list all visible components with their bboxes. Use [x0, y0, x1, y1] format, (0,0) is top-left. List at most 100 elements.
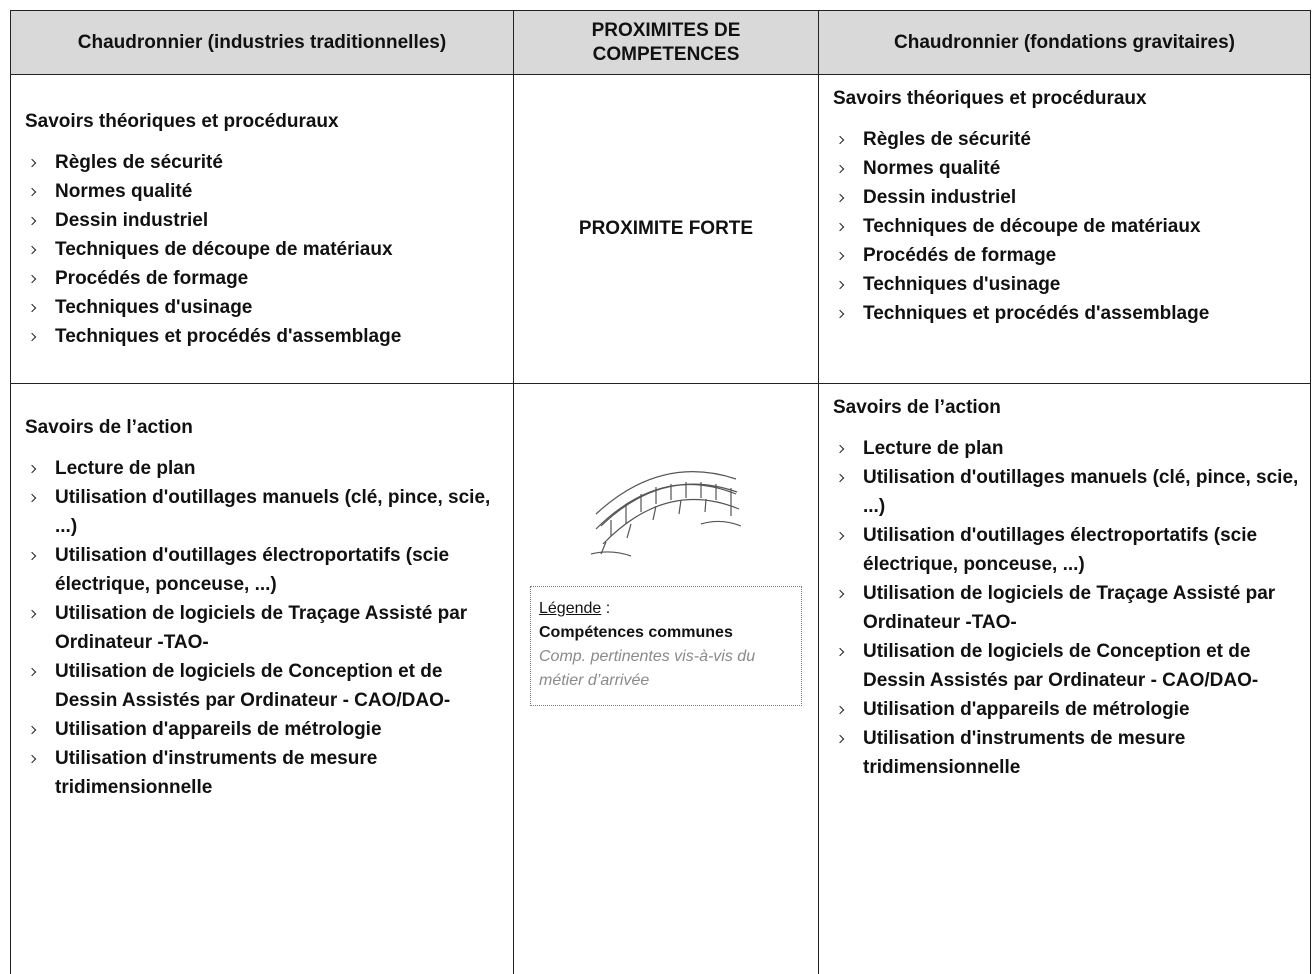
skill-item: Règles de sécurité — [833, 125, 1302, 154]
section-title: Savoirs théoriques et procéduraux — [25, 108, 505, 136]
skill-text: Utilisation d'appareils de métrologie — [863, 699, 1190, 720]
proximity: PROXIMITE FORTE — [579, 218, 753, 239]
bullet — [836, 445, 844, 453]
section-title: Savoirs de l’action — [25, 414, 505, 442]
bullet — [836, 735, 844, 743]
skill-list: Règles de sécurité Normes qualité Dessin i… — [833, 125, 1302, 328]
skill-text: Utilisation d'instruments de mesure trid… — [55, 748, 377, 798]
legend: Légende : Compétences communes Comp. per… — [530, 586, 802, 706]
skill-text: Procédés de formage — [863, 245, 1056, 266]
skill-item: Utilisation d'appareils de métrologie — [833, 695, 1302, 724]
bullet — [836, 648, 844, 656]
skill-text: Règles de sécurité — [863, 129, 1031, 150]
page: Chaudronnier (industries traditionnelles… — [0, 0, 1312, 900]
skill-item: Utilisation de logiciels de Traçage Assi… — [25, 599, 505, 657]
skill-item: Utilisation d'appareils de métrologie — [25, 715, 505, 744]
section-title: Savoirs théoriques et procéduraux — [833, 85, 1302, 113]
bullet — [28, 158, 36, 166]
bullet — [836, 310, 844, 318]
bullet — [836, 165, 844, 173]
bullet — [836, 252, 844, 260]
skill-item: Dessin industriel — [833, 183, 1302, 212]
cell: Savoirs de l’action Lecture de plan Utilis… — [819, 384, 1311, 974]
skill-text: Techniques d'usinage — [55, 297, 252, 318]
skill-item: Techniques et procédés d'assemblage — [25, 322, 505, 351]
bullet — [836, 194, 844, 202]
header-cell: Chaudronnier (fondations gravitaires) — [819, 11, 1311, 75]
skill-item: Techniques de découpe de matériaux — [25, 235, 505, 264]
skill-text: Utilisation de logiciels de Conception e… — [55, 661, 450, 711]
skill-text: Normes qualité — [863, 158, 1000, 179]
skill-text: Règles de sécurité — [55, 152, 223, 173]
bullet — [836, 706, 844, 714]
skill-item: Utilisation d'outillages électroportatif… — [833, 521, 1302, 579]
skill-item: Procédés de formage — [25, 264, 505, 293]
cell: Savoirs de l’action Lecture de plan Utilis… — [11, 384, 514, 974]
comparison-table: Chaudronnier (industries traditionnelles… — [10, 10, 1311, 974]
skill-list: Lecture de plan Utilisation d'outillages … — [25, 454, 505, 802]
skill-text: Lecture de plan — [863, 438, 1003, 459]
bullet — [836, 532, 844, 540]
header-row: Chaudronnier (industries traditionnelles… — [11, 11, 1311, 75]
skill-item: Utilisation d'outillages manuels (clé, p… — [833, 463, 1302, 521]
skill-item: Techniques de découpe de matériaux — [833, 212, 1302, 241]
skill-text: Utilisation de logiciels de Traçage Assi… — [55, 603, 467, 653]
skill-text: Dessin industriel — [55, 210, 208, 231]
bullet — [836, 223, 844, 231]
skill-text: Normes qualité — [55, 181, 192, 202]
bullet — [28, 726, 36, 734]
skill-item: Normes qualité — [25, 177, 505, 206]
skill-item: Utilisation d'outillages manuels (clé, p… — [25, 483, 505, 541]
skill-text: Lecture de plan — [55, 458, 195, 479]
skill-item: Utilisation d'instruments de mesure trid… — [25, 744, 505, 802]
bridge-icon — [591, 454, 741, 564]
header-cell: Chaudronnier (industries traditionnelles… — [11, 11, 514, 75]
skill-item: Procédés de formage — [833, 241, 1302, 270]
row: Savoirs théoriques et procéduraux Règles … — [11, 75, 1311, 384]
bullet — [28, 187, 36, 195]
bullet — [836, 474, 844, 482]
skill-text: Techniques d'usinage — [863, 274, 1060, 295]
bullet — [836, 136, 844, 144]
section-title: Savoirs de l’action — [833, 394, 1302, 422]
bullet — [28, 303, 36, 311]
header-cell: PROXIMITES DE COMPETENCES — [514, 11, 819, 75]
skill-item: Utilisation de logiciels de Conception e… — [833, 637, 1302, 695]
skill-text: Utilisation d'instruments de mesure trid… — [863, 728, 1185, 778]
bullet — [28, 216, 36, 224]
skill-text: Procédés de formage — [55, 268, 248, 289]
skill-text: Utilisation d'outillages manuels (clé, p… — [863, 467, 1298, 517]
legend-colon: : — [606, 600, 610, 617]
bullet — [836, 590, 844, 598]
skill-text: Utilisation d'outillages manuels (clé, p… — [55, 487, 490, 537]
skill-text: Techniques et procédés d'assemblage — [55, 326, 401, 347]
skill-item: Règles de sécurité — [25, 148, 505, 177]
skill-text: Techniques de découpe de matériaux — [863, 216, 1201, 237]
legend-label: Légende — [539, 600, 601, 617]
bridge-cell: Légende : Compétences communes Comp. per… — [514, 384, 819, 974]
legend-common: Compétences communes — [539, 624, 733, 641]
bullet — [28, 465, 36, 473]
skill-item: Normes qualité — [833, 154, 1302, 183]
skill-text: Utilisation de logiciels de Conception e… — [863, 641, 1258, 691]
legend-relevant: Comp. pertinentes vis-à-vis du métier d’… — [539, 648, 755, 689]
bullet — [28, 245, 36, 253]
bullet — [28, 755, 36, 763]
row: Savoirs de l’action Lecture de plan Utilis… — [11, 384, 1311, 974]
bullet — [28, 332, 36, 340]
skill-item: Utilisation de logiciels de Conception e… — [25, 657, 505, 715]
skill-item: Techniques et procédés d'assemblage — [833, 299, 1302, 328]
cell: Savoirs théoriques et procéduraux Règles … — [11, 75, 514, 384]
bullet — [28, 274, 36, 282]
skill-list: Lecture de plan Utilisation d'outillages … — [833, 434, 1302, 782]
proximity-cell: PROXIMITE FORTE — [514, 75, 819, 384]
bullet — [28, 610, 36, 618]
skill-text: Utilisation d'appareils de métrologie — [55, 719, 382, 740]
skill-text: Techniques et procédés d'assemblage — [863, 303, 1209, 324]
skill-item: Dessin industriel — [25, 206, 505, 235]
skill-text: Utilisation d'outillages électroportatif… — [55, 545, 449, 595]
skill-item: Utilisation de logiciels de Traçage Assi… — [833, 579, 1302, 637]
skill-item: Lecture de plan — [833, 434, 1302, 463]
bullet — [836, 281, 844, 289]
skill-text: Techniques de découpe de matériaux — [55, 239, 393, 260]
